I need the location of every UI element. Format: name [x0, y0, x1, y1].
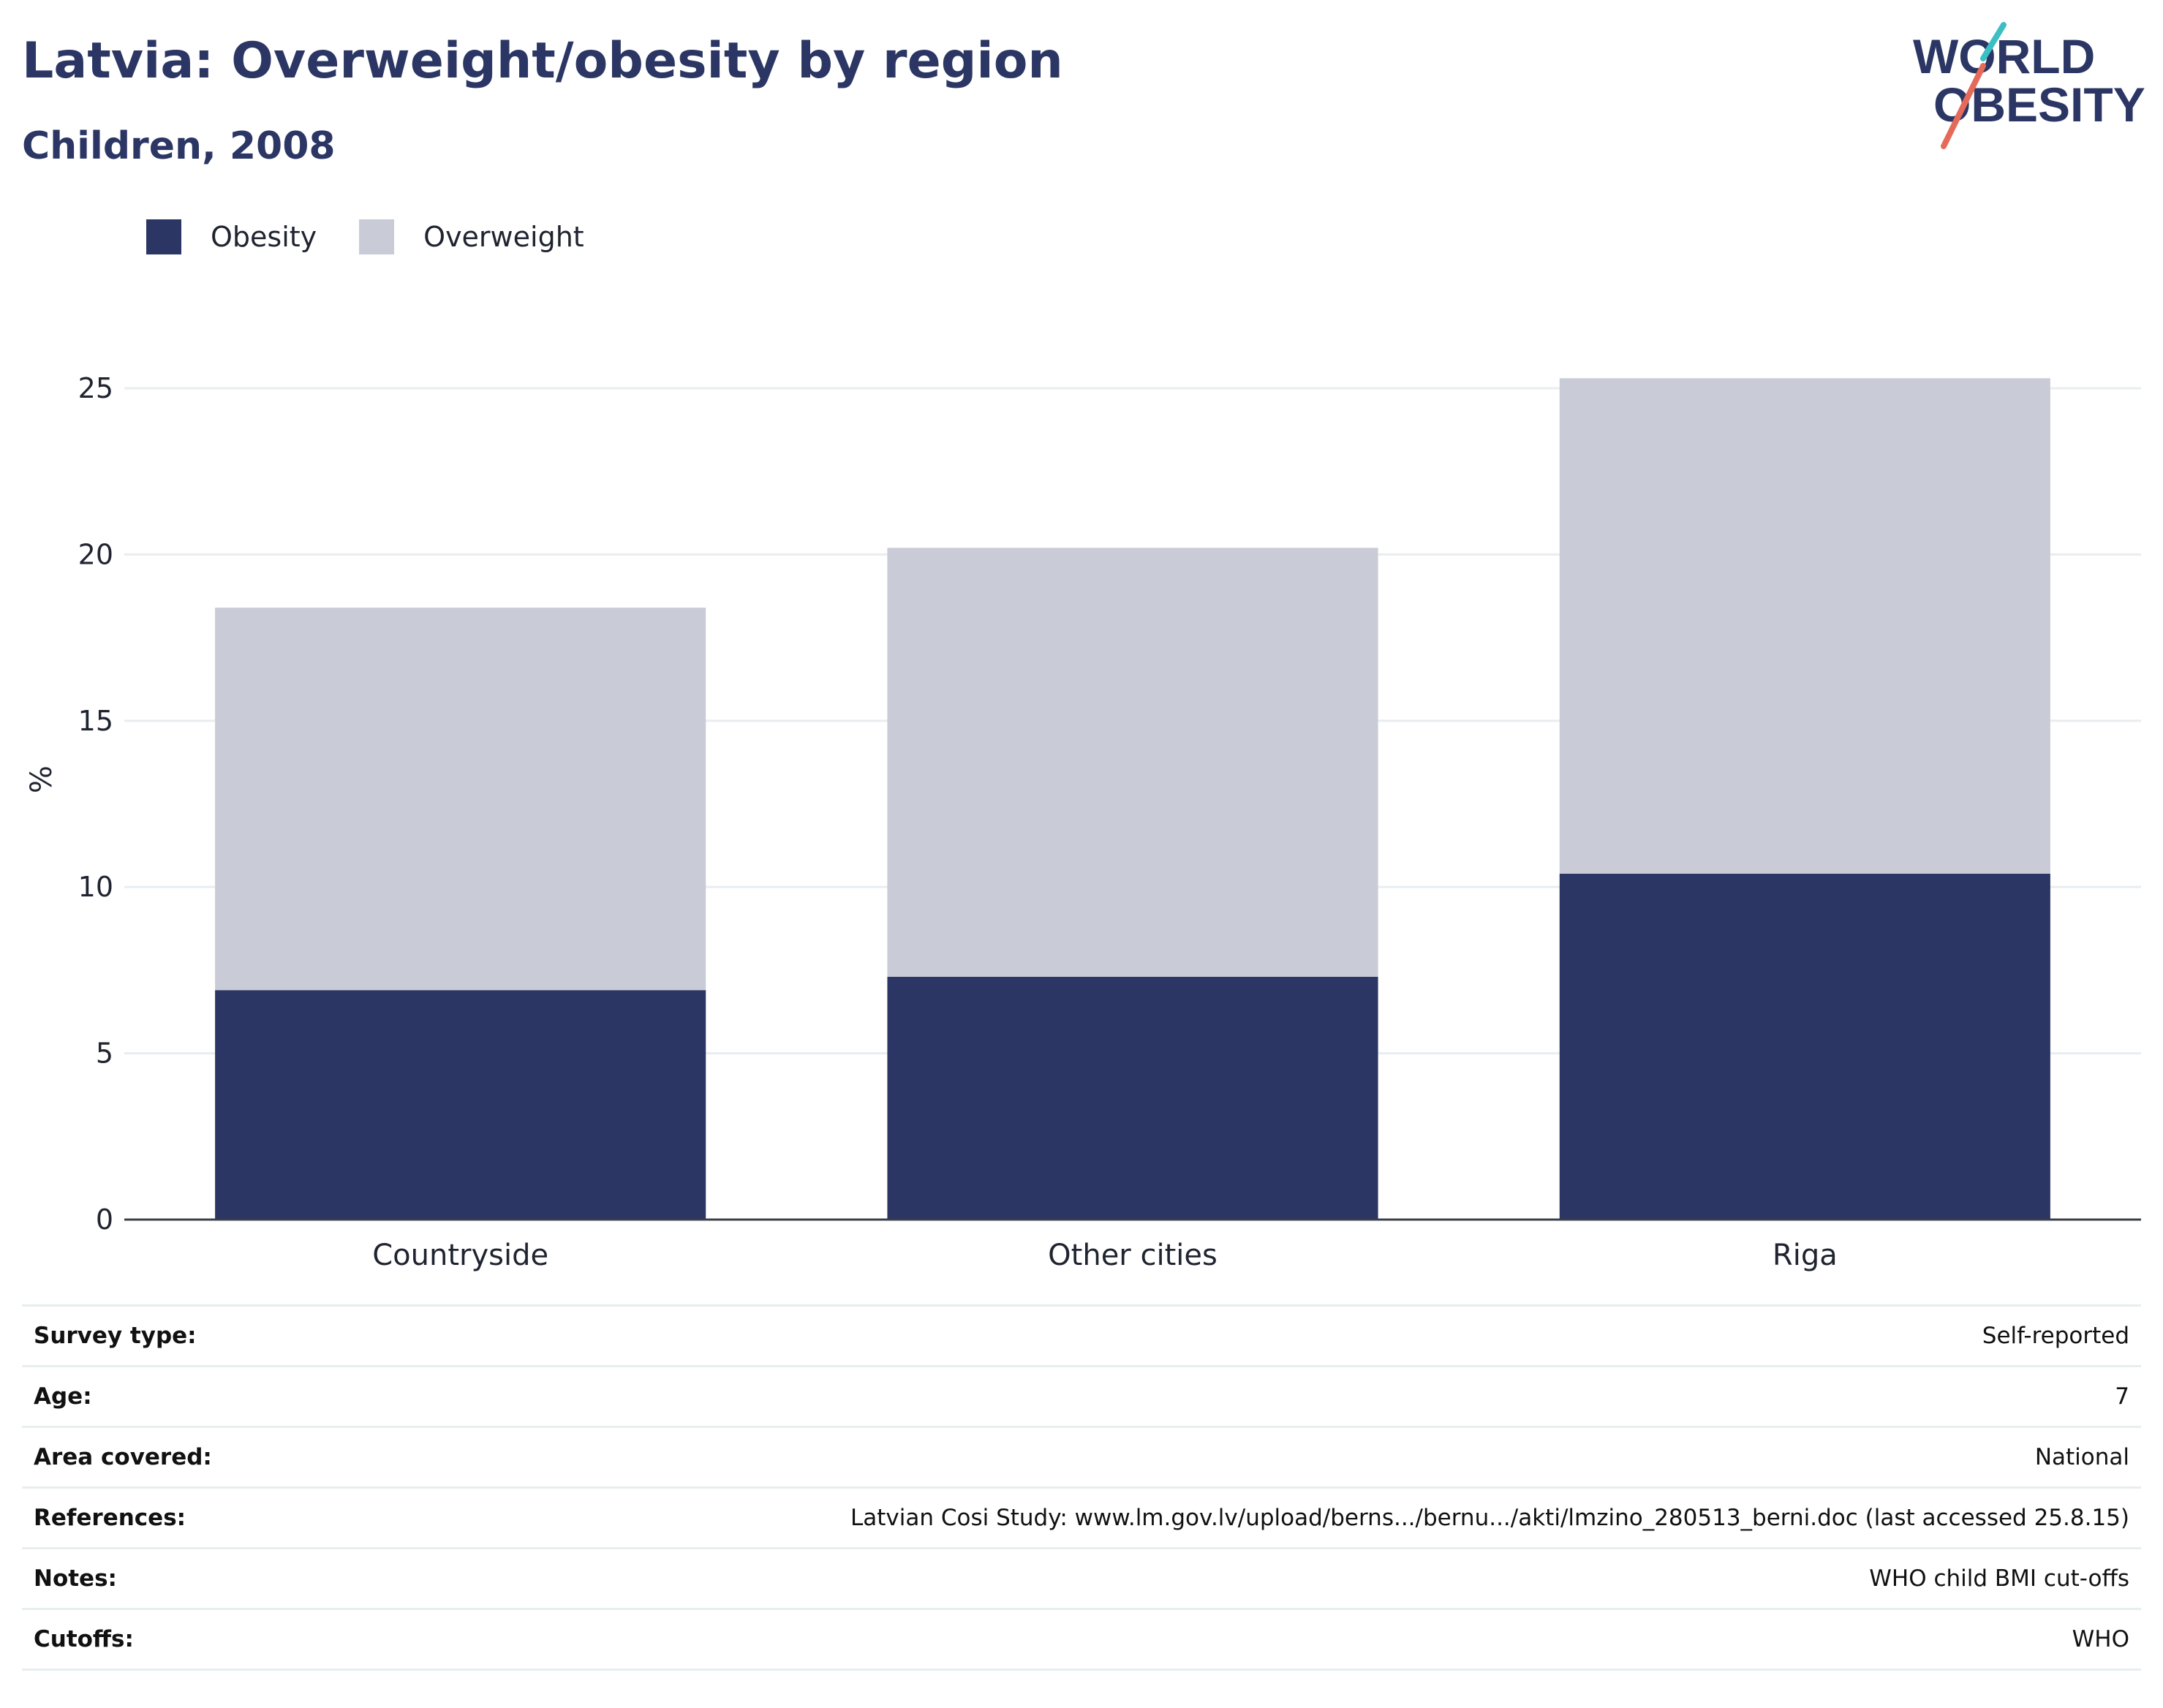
meta-value: Latvian Cosi Study: www.lm.gov.lv/upload… [850, 1505, 2129, 1531]
meta-value: National [2034, 1444, 2129, 1470]
y-axis-title: % [25, 766, 58, 793]
meta-key: References: [34, 1505, 186, 1531]
bar-obesity-countryside [215, 990, 706, 1220]
y-tick-label: 10 [78, 871, 113, 903]
meta-key: Survey type: [34, 1323, 197, 1349]
y-tick-label: 20 [78, 538, 113, 570]
x-tick-label: Other cities [1048, 1239, 1218, 1272]
y-tick-label: 5 [96, 1038, 113, 1070]
legend-label-overweight: Overweight [423, 221, 584, 253]
logo-line-1: WORLD [1913, 29, 2095, 83]
meta-key: Area covered: [34, 1444, 212, 1470]
bar-overweight-countryside [215, 608, 706, 991]
meta-key: Notes: [34, 1565, 117, 1592]
logo-line-2: OBESITY [1933, 78, 2145, 132]
meta-row-survey-type: Survey type: Self-reported [22, 1307, 2141, 1367]
meta-value: WHO [2072, 1626, 2129, 1652]
meta-value: 7 [2115, 1383, 2129, 1410]
legend-swatch-obesity [146, 219, 181, 254]
stacked-bar-chart: 0 5 10 15 20 25% Countryside Other cities Riga [25, 372, 2141, 1272]
legend-swatch-overweight [359, 219, 395, 254]
bar-obesity-riga [1559, 873, 2050, 1220]
meta-value: WHO child BMI cut-offs [1869, 1565, 2129, 1592]
chart-title: Latvia: Overweight/obesity by region [22, 32, 1063, 90]
metadata-table: Survey type: Self-reported Age: 7 Area c… [22, 1304, 2141, 1671]
world-obesity-logo: WORLD OBESITY [1913, 22, 2145, 149]
meta-key: Age: [34, 1383, 92, 1410]
meta-key: Cutoffs: [34, 1626, 134, 1652]
logo-slash-teal [1980, 22, 2007, 61]
legend-label-obesity: Obesity [211, 221, 317, 253]
meta-value: Self-reported [1982, 1323, 2129, 1349]
bar-overweight-riga [1559, 378, 2050, 874]
chart-subtitle: Children, 2008 [22, 124, 336, 168]
meta-row-references: References: Latvian Cosi Study: www.lm.g… [22, 1489, 2141, 1549]
meta-row-age: Age: 7 [22, 1367, 2141, 1428]
x-tick-label: Countryside [372, 1239, 548, 1272]
meta-row-area-covered: Area covered: National [22, 1428, 2141, 1489]
logo-slash-coral [1941, 63, 1986, 149]
y-tick-label: 0 [96, 1203, 113, 1236]
y-tick-label: 15 [78, 705, 113, 737]
meta-row-cutoffs: Cutoffs: WHO [22, 1610, 2141, 1671]
meta-row-notes: Notes: WHO child BMI cut-offs [22, 1549, 2141, 1610]
x-tick-label: Riga [1773, 1239, 1838, 1272]
chart-legend: Obesity Overweight [146, 215, 627, 259]
legend-item-overweight[interactable]: Overweight [359, 219, 584, 254]
y-tick-label: 25 [78, 372, 113, 404]
bar-overweight-other-cities [887, 548, 1378, 977]
legend-item-obesity[interactable]: Obesity [146, 219, 317, 254]
bar-obesity-other-cities [887, 976, 1378, 1220]
